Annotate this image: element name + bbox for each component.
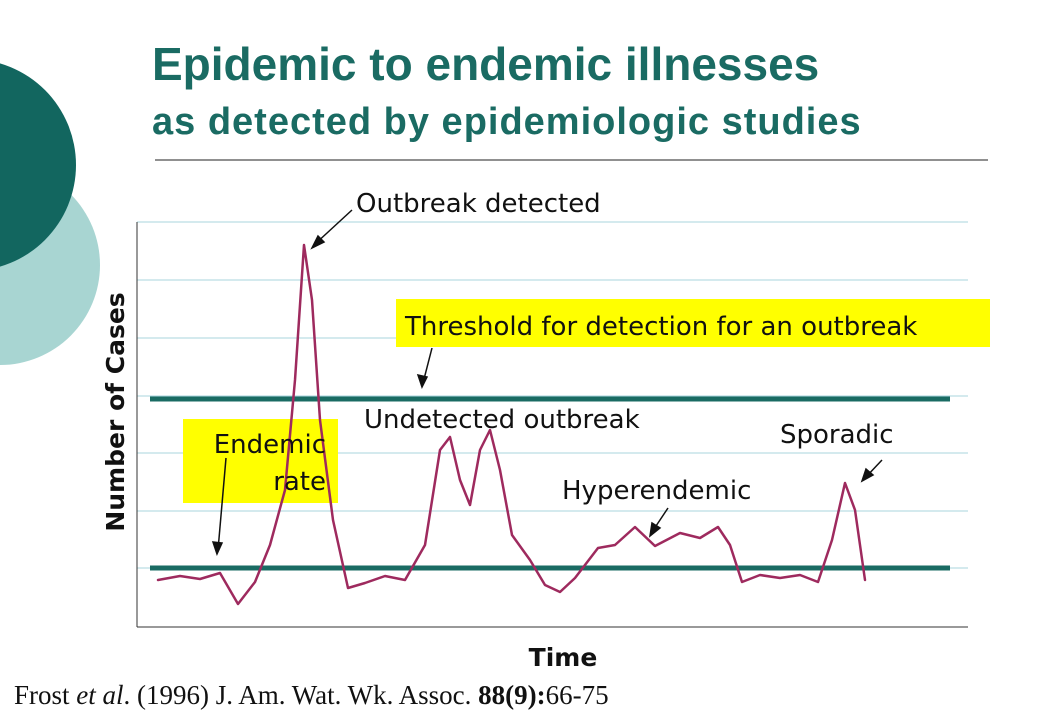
annotation: Endemic <box>214 430 326 460</box>
annotation: Sporadic <box>780 420 894 450</box>
citation-author: Frost <box>14 680 76 710</box>
arrowhead <box>648 521 662 538</box>
case-curve <box>156 243 867 606</box>
title-line2: as detected by epidemiologic studies <box>152 101 862 143</box>
annotation: Undetected outbreak <box>364 405 640 435</box>
threshold-box <box>396 299 990 347</box>
citation-et-al: et al <box>76 680 123 710</box>
annotation: rate <box>273 467 326 497</box>
annotation: Threshold for detection for an outbreak <box>404 312 917 342</box>
citation-journal: . (1996) J. Am. Wat. Wk. Assoc. <box>124 680 479 710</box>
arrowhead <box>860 467 875 483</box>
decor-circle-dark <box>0 63 76 267</box>
arrowhead <box>416 373 429 389</box>
title-line1: Epidemic to endemic illnesses <box>152 38 819 90</box>
arrows <box>211 209 883 557</box>
citation: Frost et al. (1996) J. Am. Wat. Wk. Asso… <box>14 680 609 710</box>
y-axis-label: Number of Cases <box>101 292 130 531</box>
endemic-box <box>183 419 338 503</box>
citation-volume: 88(9): <box>478 680 545 710</box>
arrowhead <box>310 234 326 250</box>
grid <box>137 221 968 569</box>
annotation: Outbreak detected <box>356 189 601 219</box>
annotation: Hyperendemic <box>562 476 751 506</box>
x-axis-label: Time <box>529 643 598 672</box>
arrowhead <box>211 541 224 557</box>
citation-pages: 66-75 <box>546 680 609 710</box>
arrow <box>217 457 227 551</box>
